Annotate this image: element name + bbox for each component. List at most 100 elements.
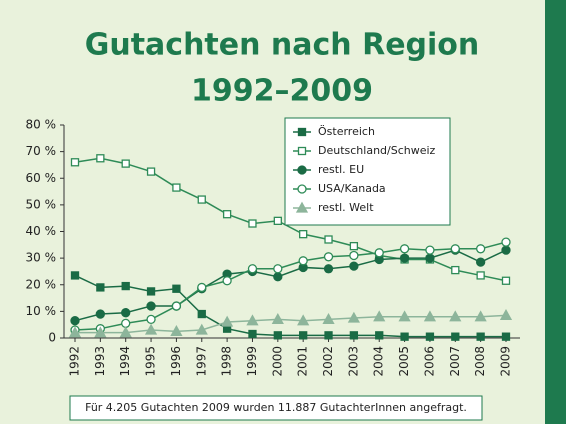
data-point	[172, 183, 181, 192]
data-point	[323, 252, 334, 262]
data-point	[273, 216, 282, 226]
data-point	[146, 287, 156, 296]
data-point	[273, 264, 283, 274]
y-tick-label: 50 %	[26, 197, 57, 211]
x-tick-label: 1995	[144, 346, 158, 377]
x-tick-label: 1996	[169, 346, 183, 377]
x-tick-label: 2002	[321, 346, 335, 377]
data-point	[501, 245, 511, 255]
legend-label: Österreich	[318, 125, 375, 138]
data-point	[96, 154, 105, 163]
legend-box	[284, 117, 451, 226]
data-point	[450, 244, 460, 254]
note-box	[69, 395, 483, 421]
data-point	[222, 276, 232, 286]
data-point	[349, 261, 359, 271]
legend-label: Deutschland/Schweiz	[318, 144, 436, 157]
y-tick-label: 20 %	[26, 277, 57, 291]
data-point	[297, 314, 310, 326]
series-line	[75, 314, 507, 334]
y-tick-label: 0	[48, 331, 56, 345]
x-tick-label: 2008	[473, 346, 487, 377]
data-point	[349, 250, 359, 261]
data-point	[449, 310, 462, 322]
legend-label: USA/Kanada	[318, 182, 386, 195]
x-tick-label: 1999	[245, 346, 259, 377]
data-point	[221, 315, 234, 327]
data-point	[299, 230, 308, 239]
x-tick-label: 2003	[346, 346, 360, 377]
x-tick-label: 2000	[270, 346, 284, 377]
data-point	[474, 310, 487, 322]
x-tick-label: 2004	[372, 346, 386, 377]
y-tick-label: 80 %	[26, 118, 57, 132]
data-point	[121, 159, 130, 168]
data-point	[501, 276, 511, 285]
data-point	[172, 284, 181, 293]
data-point	[146, 314, 156, 325]
data-point	[222, 210, 232, 219]
data-point	[248, 219, 257, 228]
data-point	[398, 310, 411, 322]
data-point	[121, 281, 130, 291]
data-point	[425, 332, 435, 341]
data-point	[373, 310, 386, 322]
data-point	[119, 326, 132, 338]
data-point	[501, 332, 511, 341]
legend-label: restl. Welt	[318, 201, 374, 214]
data-point	[121, 318, 131, 329]
data-point	[475, 257, 486, 267]
chart-title: Gutachten nach Region	[85, 28, 480, 63]
data-point	[347, 311, 360, 323]
x-tick-label: 1997	[194, 346, 208, 377]
x-tick-label: 1998	[220, 346, 234, 377]
data-point	[375, 331, 384, 340]
y-tick-label: 30 %	[26, 251, 57, 265]
data-point	[323, 264, 334, 274]
data-point	[273, 272, 283, 282]
data-point	[399, 244, 410, 254]
data-point	[197, 309, 206, 319]
data-point	[197, 195, 206, 204]
data-point	[425, 253, 435, 263]
y-tick-label: 40 %	[26, 224, 57, 238]
data-point	[324, 331, 333, 340]
legend-marker	[297, 165, 307, 175]
legend-marker	[297, 184, 307, 194]
data-point	[476, 332, 485, 341]
legend-marker	[297, 146, 307, 156]
data-point	[170, 325, 183, 336]
data-point	[499, 309, 513, 321]
data-point	[70, 271, 80, 280]
data-point	[144, 323, 158, 335]
x-tick-label: 2001	[296, 346, 310, 377]
data-point	[400, 332, 409, 341]
data-point	[96, 283, 105, 292]
data-point	[451, 332, 460, 341]
data-point	[298, 256, 308, 266]
y-tick-label: 60 %	[26, 171, 57, 185]
legend-label: restl. EU	[318, 163, 364, 176]
data-point	[501, 237, 511, 247]
data-point	[324, 235, 333, 244]
data-point	[451, 265, 460, 275]
note: Für 4.205 Gutachten 2009 wurden 11.887 G…	[85, 401, 467, 414]
data-point	[247, 264, 258, 274]
data-point	[70, 158, 80, 167]
data-point	[423, 310, 437, 322]
side-stripe	[545, 0, 566, 424]
x-tick-label: 2005	[397, 346, 411, 377]
data-point	[68, 326, 82, 338]
x-tick-label: 1992	[68, 346, 82, 377]
x-tick-label: 1993	[93, 346, 107, 377]
data-point	[299, 331, 308, 340]
x-tick-label: 2009	[499, 346, 513, 377]
data-point	[349, 241, 359, 251]
data-point	[146, 301, 156, 311]
data-point	[121, 308, 131, 318]
data-point	[70, 316, 80, 326]
data-point	[146, 167, 156, 176]
legend-marker	[297, 127, 307, 137]
data-point	[197, 282, 207, 293]
